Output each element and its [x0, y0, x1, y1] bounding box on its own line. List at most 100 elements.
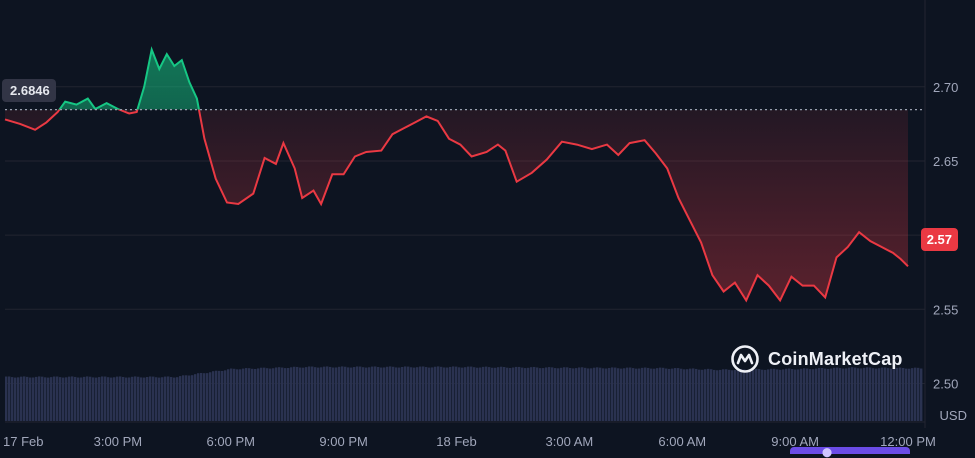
currency-label: USD [939, 408, 967, 423]
volume-bar [14, 377, 17, 421]
volume-bar [263, 367, 266, 421]
volume-bar [65, 377, 68, 421]
price-area [4, 46, 909, 303]
volume-bar [377, 366, 380, 421]
reference-price-badge: 2.6846 [2, 79, 56, 102]
volume-bar [446, 367, 449, 421]
volume-bar [416, 367, 419, 421]
volume-bar [695, 368, 698, 421]
volume-bar [290, 367, 293, 421]
volume-bar [677, 368, 680, 421]
volume-bar [125, 377, 128, 421]
volume-bar [512, 367, 515, 421]
volume-bar [608, 367, 611, 421]
volume-bar [404, 366, 407, 421]
volume-bar [767, 369, 770, 421]
volume-bar [794, 369, 797, 421]
volume-bar [35, 376, 38, 421]
volume-bar [191, 375, 194, 421]
drag-handle-icon[interactable]: ⬤ [822, 447, 833, 457]
x-axis: 17 Feb 3:00 PM 6:00 PM 9:00 PM 18 Feb 3:00 AM… [3, 434, 936, 449]
volume-bar [515, 366, 518, 421]
volume-bar [716, 370, 719, 421]
volume-bar [200, 372, 203, 421]
volume-bar [185, 375, 188, 421]
volume-bar [281, 367, 284, 421]
volume-bar [278, 367, 281, 421]
volume-bar [578, 367, 581, 421]
volume-bar [212, 371, 215, 421]
volume-bar [737, 369, 740, 421]
volume-bar [188, 375, 191, 421]
volume-bar [650, 368, 653, 421]
volume-bar [473, 367, 476, 421]
volume-bar [53, 376, 56, 421]
volume-bar [122, 376, 125, 421]
volume-bar [242, 368, 245, 421]
volume-bar [20, 376, 23, 421]
volume-bar [176, 377, 179, 421]
volume-bar [860, 368, 863, 421]
volume-bar [776, 369, 779, 421]
volume-bar [308, 366, 311, 421]
volume-bar [638, 368, 641, 421]
volume-bar [851, 367, 854, 421]
volume-bar [326, 366, 329, 421]
volume-bar [389, 366, 392, 421]
volume-bar [527, 367, 530, 421]
volume-bar [542, 368, 545, 421]
volume-bar [596, 367, 599, 421]
volume-bar [17, 377, 20, 421]
volume-bar [554, 368, 557, 421]
volume-bar [788, 368, 791, 421]
volume-bar [113, 377, 116, 421]
volume-bar [914, 367, 917, 421]
volume-bar [209, 372, 212, 421]
volume-bar [488, 367, 491, 421]
x-tick-label: 3:00 PM [94, 434, 142, 449]
volume-bar [563, 367, 566, 421]
volume-bar [434, 366, 437, 421]
volume-bar [173, 377, 176, 421]
volume-bar [482, 366, 485, 421]
volume-bar [758, 369, 761, 421]
volume-bar [746, 370, 749, 421]
volume-bar [689, 368, 692, 421]
x-tick-label: 6:00 AM [658, 434, 706, 449]
volume-bar [812, 369, 815, 421]
volume-bar [704, 369, 707, 421]
volume-bar [167, 376, 170, 421]
x-tick-label: 6:00 PM [207, 434, 255, 449]
volume-bar [386, 366, 389, 421]
volume-bar [77, 377, 80, 421]
volume-bar [761, 369, 764, 421]
volume-bar [920, 368, 923, 421]
volume-bar [908, 368, 911, 421]
volume-bar [197, 373, 200, 421]
volume-bar [839, 368, 842, 421]
volume-bar [380, 367, 383, 421]
volume-bar [335, 367, 338, 421]
volume-bar [728, 369, 731, 421]
volume-bar [203, 373, 206, 421]
volume-bar [821, 368, 824, 421]
time-range-marker[interactable] [790, 447, 910, 454]
volume-bar [662, 367, 665, 421]
volume-bar [101, 376, 104, 421]
x-tick-label: 17 Feb [3, 434, 43, 449]
y-tick-label: 2.65 [933, 154, 958, 169]
volume-bar [869, 367, 872, 421]
volume-bar [179, 376, 182, 421]
volume-bar [455, 366, 458, 421]
volume-bar [341, 366, 344, 421]
volume-bar [509, 367, 512, 421]
volume-bar [800, 368, 803, 421]
volume-bar [11, 377, 14, 421]
volume-bar [500, 366, 503, 421]
volume-bar [740, 368, 743, 421]
volume-bar [818, 367, 821, 421]
volume-bar [623, 368, 626, 421]
volume-bar [698, 369, 701, 421]
volume-bar [41, 376, 44, 421]
volume-bar [467, 366, 470, 421]
